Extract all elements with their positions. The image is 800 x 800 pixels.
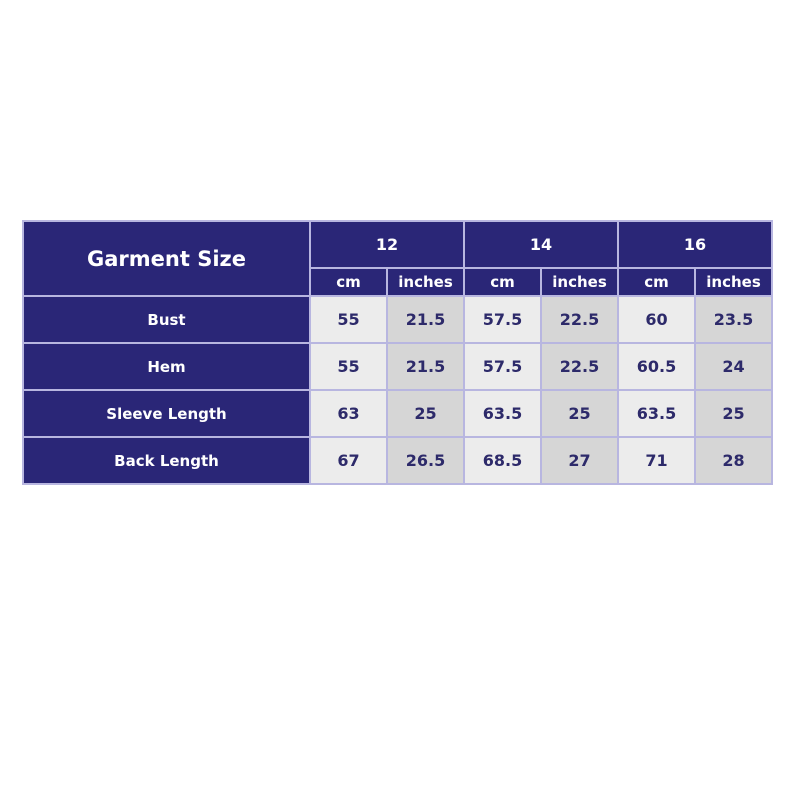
inches-cell: 21.5 <box>386 295 465 344</box>
row-label: Bust <box>22 295 311 344</box>
size-header: 16 <box>617 220 773 269</box>
inches-cell: 25 <box>694 389 773 438</box>
inches-cell: 23.5 <box>694 295 773 344</box>
row-label: Sleeve Length <box>22 389 311 438</box>
table-row: Bust 55 21.5 57.5 22.5 60 23.5 <box>22 295 773 344</box>
unit-header-cm: cm <box>309 267 388 297</box>
unit-header-cm: cm <box>617 267 696 297</box>
cm-cell: 68.5 <box>463 436 542 485</box>
row-label: Hem <box>22 342 311 391</box>
cm-cell: 63 <box>309 389 388 438</box>
cm-cell: 63.5 <box>463 389 542 438</box>
size-header: 12 <box>309 220 465 269</box>
unit-header-inches: inches <box>540 267 619 297</box>
unit-header-cm: cm <box>463 267 542 297</box>
table-row: Hem 55 21.5 57.5 22.5 60.5 24 <box>22 342 773 391</box>
cm-cell: 55 <box>309 342 388 391</box>
cm-cell: 71 <box>617 436 696 485</box>
inches-cell: 24 <box>694 342 773 391</box>
garment-size-header: Garment Size <box>22 220 311 297</box>
cm-cell: 67 <box>309 436 388 485</box>
cm-cell: 63.5 <box>617 389 696 438</box>
cm-cell: 55 <box>309 295 388 344</box>
unit-header-inches: inches <box>386 267 465 297</box>
inches-cell: 25 <box>386 389 465 438</box>
size-chart-table: Garment Size 12 14 16 cm inches cm inche… <box>22 220 773 485</box>
cm-cell: 57.5 <box>463 295 542 344</box>
table-row: Sleeve Length 63 25 63.5 25 63.5 25 <box>22 389 773 438</box>
size-header: 14 <box>463 220 619 269</box>
cm-cell: 60.5 <box>617 342 696 391</box>
inches-cell: 25 <box>540 389 619 438</box>
cm-cell: 60 <box>617 295 696 344</box>
table-row: Back Length 67 26.5 68.5 27 71 28 <box>22 436 773 485</box>
cm-cell: 57.5 <box>463 342 542 391</box>
inches-cell: 28 <box>694 436 773 485</box>
inches-cell: 26.5 <box>386 436 465 485</box>
inches-cell: 22.5 <box>540 295 619 344</box>
inches-cell: 22.5 <box>540 342 619 391</box>
unit-header-inches: inches <box>694 267 773 297</box>
inches-cell: 21.5 <box>386 342 465 391</box>
inches-cell: 27 <box>540 436 619 485</box>
row-label: Back Length <box>22 436 311 485</box>
